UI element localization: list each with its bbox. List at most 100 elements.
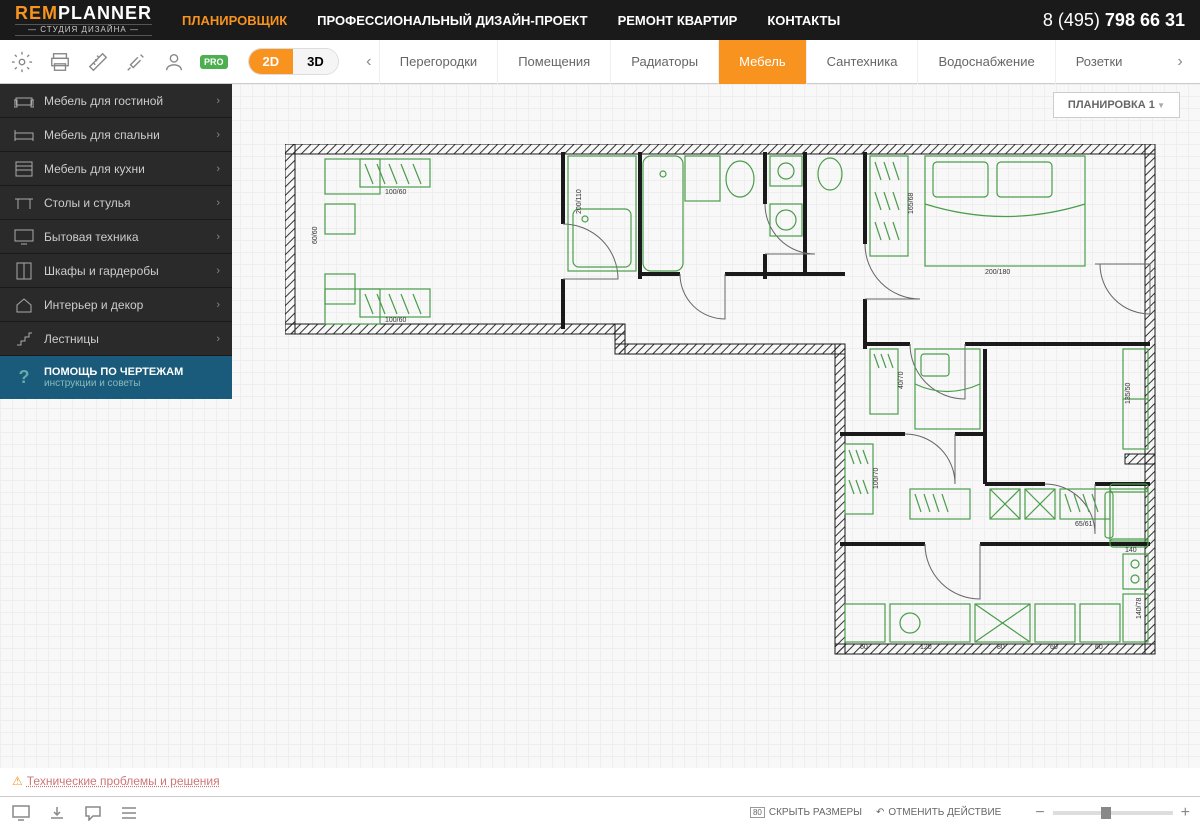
tab-scroller: ‹ Перегородки Помещения Радиаторы Мебель… (359, 40, 1190, 84)
chevron-right-icon: › (216, 197, 220, 209)
tech-problems-link[interactable]: ⚠ Технические проблемы и решения (12, 774, 220, 788)
zoom-slider[interactable] (1053, 811, 1173, 815)
dim-label: 135/50 (1125, 382, 1132, 404)
toolbar: PRO 2D 3D ‹ Перегородки Помещения Радиат… (0, 40, 1200, 84)
undo-button[interactable]: ↶ ОТМЕНИТЬ ДЕЙСТВИЕ (876, 807, 1001, 818)
tools-icon[interactable] (124, 50, 148, 74)
phone-digits: 798 66 31 (1105, 10, 1185, 30)
sidebar-label: Бытовая техника (44, 230, 216, 244)
logo[interactable]: REMPLANNER — СТУДИЯ ДИЗАЙНА — (15, 4, 152, 36)
nav-renovation[interactable]: РЕМОНТ КВАРТИР (618, 13, 738, 28)
dim-label: 60/60 (312, 226, 319, 244)
sidebar-label: Мебель для спальни (44, 128, 216, 142)
view-3d-button[interactable]: 3D (293, 49, 338, 74)
tab-water[interactable]: Водоснабжение (917, 40, 1054, 84)
tab-plumbing[interactable]: Сантехника (806, 40, 918, 84)
chevron-right-icon: › (216, 265, 220, 277)
logo-rem: REM (15, 3, 58, 23)
table-icon (12, 196, 36, 210)
phone-prefix: 8 (495) (1043, 10, 1105, 30)
nav-planner[interactable]: ПЛАНИРОВЩИК (182, 13, 287, 28)
chevron-right-icon: › (216, 95, 220, 107)
download-icon[interactable] (46, 802, 68, 824)
warning-icon: ⚠ (12, 774, 23, 788)
house-icon (12, 297, 36, 313)
bottom-bar: 80 СКРЫТЬ РАЗМЕРЫ ↶ ОТМЕНИТЬ ДЕЙСТВИЕ − … (0, 796, 1200, 828)
sidebar-item-stairs[interactable]: Лестницы › (0, 322, 232, 356)
zoom-control: − + (1035, 804, 1190, 822)
gear-icon[interactable] (10, 50, 34, 74)
dim-label: 60 (1095, 644, 1103, 651)
sidebar-item-kitchen[interactable]: Мебель для кухни › (0, 152, 232, 186)
tool-icons: PRO (10, 50, 228, 74)
chat-icon[interactable] (82, 802, 104, 824)
sidebar-item-living[interactable]: Мебель для гостиной › (0, 84, 232, 118)
chevron-right-icon: › (216, 333, 220, 345)
bed-icon (12, 128, 36, 142)
help-title: ПОМОЩЬ ПО ЧЕРТЕЖАМ (44, 366, 183, 378)
tab-radiators[interactable]: Радиаторы (610, 40, 718, 84)
scroll-right-icon[interactable]: › (1170, 53, 1190, 71)
tab-rooms[interactable]: Помещения (497, 40, 610, 84)
sidebar-label: Интерьер и декор (44, 298, 216, 312)
sidebar-help[interactable]: ? ПОМОЩЬ ПО ЧЕРТЕЖАМ инструкции и советы (0, 356, 232, 399)
monitor-icon (12, 229, 36, 245)
sidebar-item-tables[interactable]: Столы и стулья › (0, 186, 232, 220)
cabinet-icon (12, 161, 36, 177)
phone-number[interactable]: 8 (495) 798 66 31 (1043, 10, 1185, 31)
ruler-icon[interactable] (86, 50, 110, 74)
sofa-icon (12, 94, 36, 108)
question-icon: ? (12, 367, 36, 388)
screen-icon[interactable] (10, 802, 32, 824)
chevron-right-icon: › (216, 231, 220, 243)
view-2d-button[interactable]: 2D (249, 49, 294, 74)
list-icon[interactable] (118, 802, 140, 824)
tab-sockets[interactable]: Розетки (1055, 40, 1143, 84)
stairs-icon (12, 331, 36, 347)
dim-label: 100/60 (385, 317, 407, 324)
dim-label: 120 (920, 644, 932, 651)
chevron-right-icon: › (216, 163, 220, 175)
chevron-right-icon: › (216, 129, 220, 141)
nav-design-project[interactable]: ПРОФЕССИОНАЛЬНЫЙ ДИЗАЙН-ПРОЕКТ (317, 13, 587, 28)
print-icon[interactable] (48, 50, 72, 74)
view-toggle: 2D 3D (248, 48, 339, 75)
wardrobe-icon (12, 262, 36, 280)
category-tabs: Перегородки Помещения Радиаторы Мебель С… (379, 40, 1170, 84)
sidebar-item-bedroom[interactable]: Мебель для спальни › (0, 118, 232, 152)
sidebar-label: Мебель для гостиной (44, 94, 216, 108)
dim-label: 65/61 (1075, 521, 1093, 528)
dim-label: 100/70 (873, 467, 880, 489)
sidebar-label: Шкафы и гардеробы (44, 264, 216, 278)
sidebar-item-wardrobes[interactable]: Шкафы и гардеробы › (0, 254, 232, 288)
app-header: REMPLANNER — СТУДИЯ ДИЗАЙНА — ПЛАНИРОВЩИ… (0, 0, 1200, 40)
hide-dimensions-button[interactable]: 80 СКРЫТЬ РАЗМЕРЫ (750, 807, 862, 818)
user-icon[interactable] (162, 50, 186, 74)
dim-label: 200/110 (576, 189, 583, 214)
dim-label: 80 (997, 644, 1005, 651)
logo-subtitle: — СТУДИЯ ДИЗАЙНА — (15, 24, 152, 36)
logo-planner: PLANNER (58, 3, 152, 23)
undo-label: ОТМЕНИТЬ ДЕЙСТВИЕ (888, 807, 1001, 818)
sidebar-label: Мебель для кухни (44, 162, 216, 176)
scroll-left-icon[interactable]: ‹ (359, 53, 379, 71)
main-nav: ПЛАНИРОВЩИК ПРОФЕССИОНАЛЬНЫЙ ДИЗАЙН-ПРОЕ… (182, 13, 1043, 28)
dim-label: 60 (1050, 644, 1058, 651)
zoom-out-button[interactable]: − (1035, 804, 1044, 822)
dim-label: 100/60 (385, 189, 407, 196)
pro-badge[interactable]: PRO (200, 55, 228, 69)
nav-contacts[interactable]: КОНТАКТЫ (767, 13, 840, 28)
sidebar-label: Столы и стулья (44, 196, 216, 210)
tab-furniture[interactable]: Мебель (718, 40, 806, 84)
floorplan[interactable]: 100/60 100/60 60/60 200/110 200/180 165/… (285, 144, 1175, 734)
dim-label: 60 (860, 644, 868, 651)
plan-selector[interactable]: ПЛАНИРОВКА 1 (1053, 92, 1180, 118)
zoom-in-button[interactable]: + (1181, 804, 1190, 822)
hide-dims-label: СКРЫТЬ РАЗМЕРЫ (769, 807, 862, 818)
tab-walls[interactable]: Перегородки (379, 40, 497, 84)
dim-label: 40/70 (898, 371, 905, 389)
sidebar-item-appliances[interactable]: Бытовая техника › (0, 220, 232, 254)
undo-icon: ↶ (876, 807, 884, 818)
sidebar-item-decor[interactable]: Интерьер и декор › (0, 288, 232, 322)
tech-link-text[interactable]: Технические проблемы и решения (27, 774, 220, 788)
